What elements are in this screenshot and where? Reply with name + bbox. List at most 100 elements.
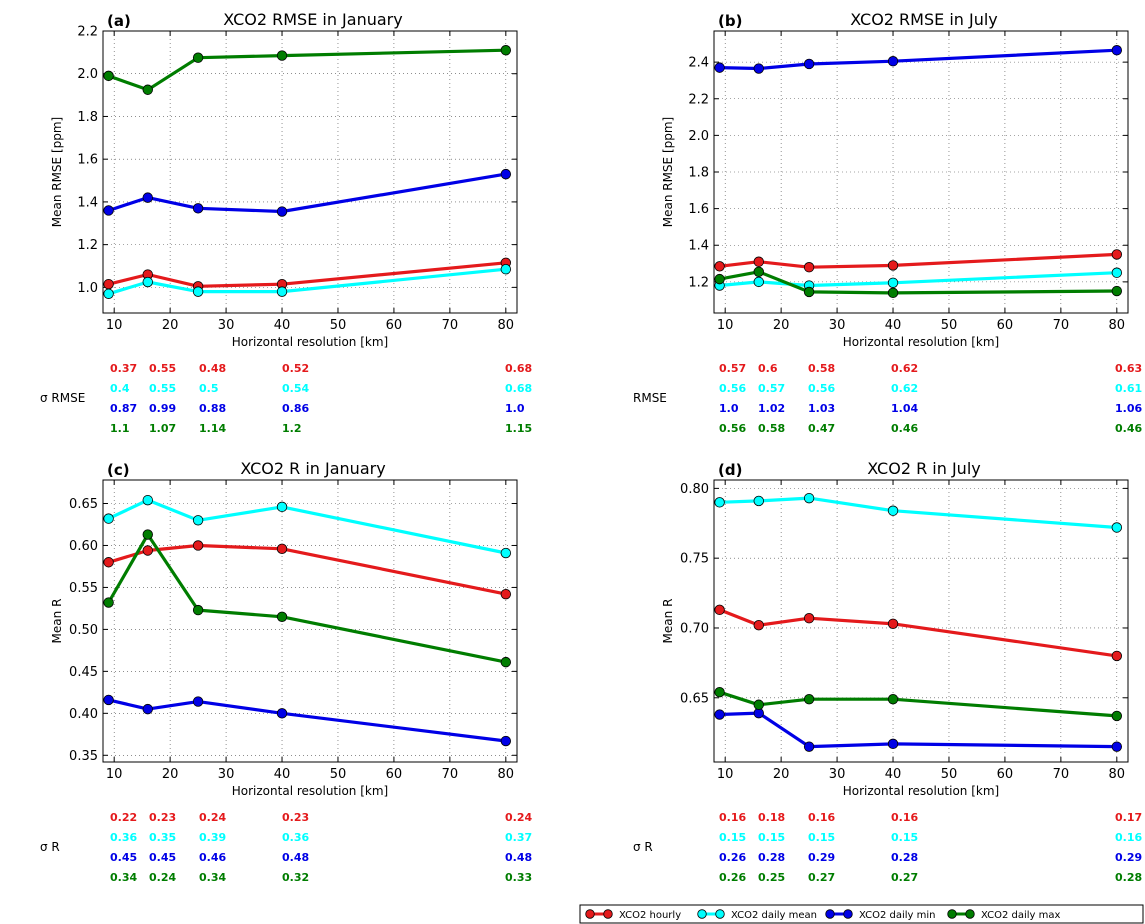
plot-frame	[713, 479, 1129, 763]
sigma-label: RMSE	[633, 391, 667, 405]
sigma-value: 0.47	[808, 422, 835, 435]
sigma-value: 0.15	[891, 831, 918, 844]
data-point	[1111, 285, 1123, 297]
data-point	[142, 494, 153, 506]
chart-title: XCO2 RMSE in January	[223, 10, 402, 29]
x-tick-label: 20	[162, 767, 179, 782]
sigma-label: σ R	[40, 840, 60, 854]
data-point	[1111, 249, 1123, 260]
data-point	[803, 741, 815, 752]
x-tick-label: 20	[773, 318, 790, 333]
y-tick-label: 0.65	[680, 691, 709, 706]
x-tick-label: 10	[717, 318, 734, 333]
sigma-value: 0.33	[505, 871, 532, 884]
chart-panel-3: 10 20 30 40 50 60 70 80 0.35 0.40 0.45 0.50 0.55 0.60…	[40, 459, 532, 884]
data-point	[803, 693, 815, 705]
data-point	[192, 540, 204, 551]
sigma-value: 0.57	[719, 362, 746, 375]
sigma-value: 0.37	[110, 362, 137, 375]
x-tick-label: 70	[442, 318, 459, 333]
x-tick-label: 10	[717, 767, 734, 782]
data-point	[192, 604, 204, 616]
sigma-value: 0.56	[808, 382, 835, 395]
x-tick-label: 50	[941, 318, 958, 333]
sigma-value: 1.03	[808, 402, 835, 415]
y-tick-label: 1.2	[688, 275, 709, 290]
sigma-value: 0.36	[282, 831, 309, 844]
x-axis-label: Horizontal resolution [km]	[232, 784, 388, 798]
y-axis-label: Mean RMSE [ppm]	[50, 117, 64, 228]
sigma-value: 0.46	[891, 422, 918, 435]
series-line	[719, 690, 1117, 718]
legend-label: XCO2 daily max	[981, 910, 1061, 921]
sigma-value: 0.4	[110, 382, 130, 395]
x-tick-label: 30	[829, 318, 846, 333]
data-point	[142, 276, 153, 288]
sigma-value: 0.32	[282, 871, 309, 884]
data-point	[753, 63, 764, 74]
sigma-value: 0.68	[505, 362, 532, 375]
data-point	[103, 70, 114, 82]
chart-panel-4: 10 20 30 40 50 60 70 80 0.65 0.70 0.75 0.80 XCO2 R i…	[633, 459, 1142, 884]
sigma-value: 0.46	[1115, 422, 1142, 435]
legend-marker	[825, 909, 835, 919]
y-axis-label: Mean R	[661, 599, 675, 644]
sigma-value: 0.46	[199, 851, 226, 864]
data-point	[887, 505, 899, 516]
sigma-value: 0.34	[110, 871, 137, 884]
sigma-value: 0.36	[110, 831, 137, 844]
sigma-value: 0.48	[282, 851, 309, 864]
series-line	[719, 48, 1117, 71]
sigma-value: 0.61	[1115, 382, 1142, 395]
data-point	[887, 287, 899, 299]
sigma-value: 1.0	[505, 402, 525, 415]
x-axis-label: Horizontal resolution [km]	[232, 335, 388, 349]
data-point	[500, 735, 512, 747]
sigma-value: 0.24	[199, 811, 226, 824]
sigma-value: 0.16	[808, 811, 835, 824]
data-point	[276, 50, 288, 61]
x-tick-label: 10	[106, 318, 123, 333]
data-point	[714, 497, 725, 508]
legend-item: XCO2 hourly	[585, 909, 681, 921]
x-tick-label: 80	[498, 767, 515, 782]
sigma-label: σ R	[633, 840, 653, 854]
series-line	[719, 608, 1118, 658]
x-tick-label: 20	[773, 767, 790, 782]
data-point	[500, 264, 512, 275]
data-point	[192, 286, 204, 297]
x-tick-label: 50	[941, 767, 958, 782]
data-point	[753, 699, 764, 710]
sigma-value: 0.15	[719, 831, 746, 844]
data-point	[192, 52, 204, 63]
data-point	[142, 84, 153, 95]
sigma-value: 0.16	[1115, 831, 1142, 844]
data-point	[714, 686, 725, 698]
sigma-value: 1.06	[1115, 402, 1142, 415]
series-line	[719, 252, 1117, 269]
sigma-value: 0.27	[891, 871, 918, 884]
data-point	[500, 547, 512, 559]
sigma-value: 0.56	[719, 422, 746, 435]
data-point	[1111, 45, 1123, 56]
x-tick-label: 30	[218, 318, 235, 333]
legend-label: XCO2 hourly	[619, 910, 681, 921]
x-tick-label: 70	[1053, 318, 1070, 333]
x-axis-label: Horizontal resolution [km]	[843, 784, 999, 798]
sigma-value: 0.87	[110, 402, 137, 415]
y-tick-label: 0.70	[680, 621, 709, 636]
data-point	[1111, 267, 1123, 278]
y-tick-label: 0.75	[680, 552, 709, 567]
data-point	[500, 45, 512, 56]
sigma-value: 0.26	[719, 871, 746, 884]
data-point	[103, 278, 114, 290]
sigma-value: 0.24	[505, 811, 532, 824]
sigma-value: 0.24	[149, 871, 176, 884]
data-point	[142, 703, 153, 715]
legend-label: XCO2 daily min	[859, 910, 936, 921]
x-tick-label: 70	[442, 767, 459, 782]
data-point	[192, 696, 204, 707]
data-point	[1111, 650, 1123, 662]
sigma-value: 0.16	[719, 811, 746, 824]
sigma-value: 0.55	[149, 382, 176, 395]
